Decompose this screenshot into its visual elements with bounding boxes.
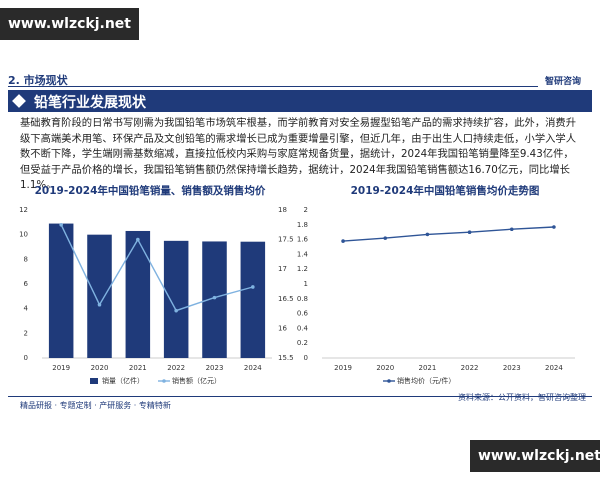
legend-label: 销售额（亿元） — [172, 376, 221, 385]
bar — [48, 223, 74, 358]
y-tick-label: 2 — [24, 329, 28, 337]
point — [97, 302, 102, 307]
y2-tick-label: 17 — [278, 265, 287, 273]
x-tick-label: 2024 — [545, 364, 563, 372]
x-tick-label: 2021 — [129, 364, 147, 372]
y-tick-label: 12 — [19, 206, 28, 214]
y-tick-label: 0.2 — [297, 339, 308, 347]
x-tick-label: 2022 — [167, 364, 185, 372]
y-tick-label: 1.8 — [297, 221, 308, 229]
point — [552, 225, 556, 229]
icon — [12, 94, 26, 108]
watermark: www.wlzckj.net — [470, 440, 600, 472]
y-tick-label: 0 — [304, 354, 308, 362]
source: 资料来源：公开资料，智研咨询整理 — [458, 393, 586, 402]
bar — [240, 241, 266, 358]
point — [174, 308, 178, 313]
divider — [8, 396, 592, 397]
y2-tick-label: 15.5 — [278, 354, 294, 362]
y-tick-label: 4 — [24, 305, 29, 313]
legend-swatch — [90, 378, 98, 384]
point — [59, 223, 63, 227]
logo: 智研咨询 — [545, 77, 582, 87]
legend-label: 销售均价（元/件） — [397, 376, 455, 385]
line — [343, 226, 554, 242]
chart-title: 2019-2024年中国铅笔销量、销售额及销售均价 — [35, 184, 266, 197]
point — [251, 285, 255, 289]
legend-swatch — [162, 379, 166, 383]
bar — [87, 234, 112, 358]
y2-tick-label: 16 — [278, 324, 287, 332]
y-tick-label: 8 — [24, 255, 28, 263]
y-tick-label: 0.4 — [297, 324, 309, 332]
y-tick-label: 6 — [24, 280, 29, 288]
x-tick-label: 2020 — [91, 364, 109, 372]
bar — [202, 241, 227, 358]
section-heading: 2. 市场现状 — [8, 74, 68, 87]
point — [136, 237, 140, 242]
point — [341, 239, 345, 243]
point — [509, 227, 514, 232]
footer: 精品研报 · 专题定制 · 产研服务 · 专精特新 — [20, 401, 171, 410]
y-tick-label: 0 — [24, 354, 28, 362]
y-tick-label: 1 — [304, 280, 308, 288]
point — [383, 236, 388, 240]
x-tick-label: 2020 — [376, 364, 394, 372]
title-text: 铅笔行业发展现状 — [34, 95, 146, 111]
y-tick-label: 0.6 — [297, 310, 309, 318]
y2-tick-label: 18 — [278, 206, 287, 214]
y-tick-label: 1.2 — [297, 265, 308, 273]
x-tick-label: 2021 — [419, 364, 437, 372]
bar — [125, 230, 151, 358]
y2-tick-label: 16.5 — [278, 295, 294, 303]
y-tick-label: 1.4 — [297, 250, 309, 258]
legend-label: 销量（亿件） — [102, 376, 144, 385]
bar — [163, 240, 189, 358]
point — [212, 295, 217, 300]
title-bar: 铅笔行业发展现状 — [8, 90, 592, 112]
charts: 2019-2024年中国铅笔销量、销售额及销售均价02468101215.516… — [19, 184, 575, 385]
x-tick-label: 2022 — [461, 364, 479, 372]
x-tick-label: 2024 — [244, 364, 262, 372]
chart-title: 2019-2024年中国铅笔销售均价走势图 — [351, 184, 540, 197]
watermark: www.wlzckj.net — [0, 8, 139, 40]
x-tick-label: 2019 — [52, 364, 70, 372]
y-tick-label: 0.8 — [297, 295, 308, 303]
x-tick-label: 2019 — [334, 364, 352, 372]
point — [467, 230, 472, 234]
y-tick-label: 1.6 — [297, 236, 309, 244]
y-tick-label: 10 — [19, 231, 28, 239]
paragraph: 基础教育阶段的日常书写刚需为我国铅笔市场筑牢根基，而学前教育对安全易握型铅笔产品… — [20, 117, 577, 191]
legend-swatch — [387, 379, 391, 383]
point — [425, 232, 430, 237]
divider — [8, 86, 538, 87]
x-tick-label: 2023 — [503, 364, 521, 372]
x-tick-label: 2023 — [206, 364, 224, 372]
y-tick-label: 2 — [304, 206, 308, 214]
line — [60, 224, 253, 312]
y2-tick-label: 17.5 — [278, 236, 294, 244]
